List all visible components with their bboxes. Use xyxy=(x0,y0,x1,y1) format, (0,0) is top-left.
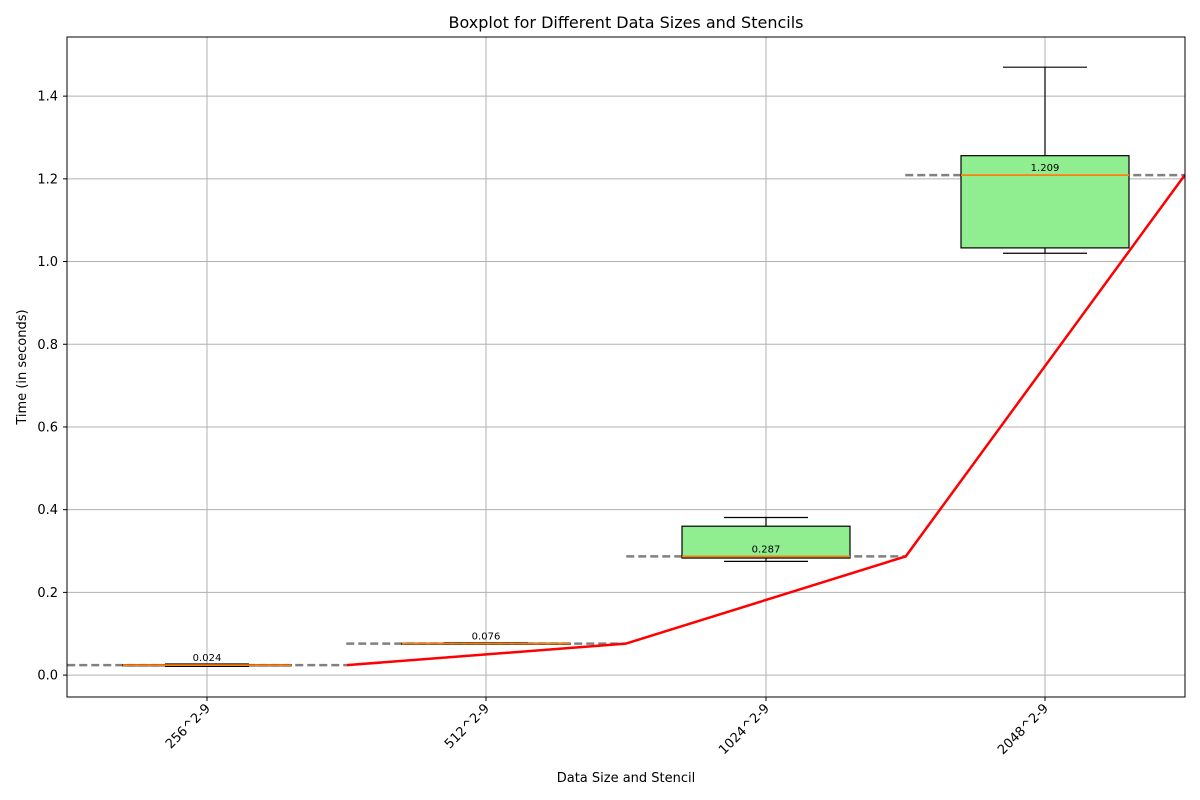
y-tick-label: 1.4 xyxy=(37,90,58,105)
y-tick-label: 0.6 xyxy=(37,420,58,435)
y-tick-label: 0.4 xyxy=(37,503,58,518)
grid-layer xyxy=(67,37,1185,697)
y-tick-label: 1.0 xyxy=(37,255,58,270)
plot-frame xyxy=(66,36,1186,698)
plot-layer: 0.024 0.076 0.287 1.209 xyxy=(67,66,1186,667)
median-label: 1.209 xyxy=(1031,163,1060,174)
median-label: 0.024 xyxy=(193,653,222,664)
y-tick-label: 0.8 xyxy=(37,338,58,353)
x-tick-label: 1024^2-9 xyxy=(716,701,773,758)
median-trend-line xyxy=(346,174,1186,667)
median-label: 0.287 xyxy=(752,544,781,555)
box xyxy=(960,155,1130,249)
y-tick-label: 0.0 xyxy=(37,669,58,684)
x-tick-label: 2048^2-9 xyxy=(995,701,1052,758)
axis-layer: 0.0 0.2 0.4 0.6 0.8 1.0 1.2 1.4 256^2-9 512^2-9 10… xyxy=(37,36,1186,758)
y-tick-label: 0.2 xyxy=(37,586,58,601)
y-tick-label: 1.2 xyxy=(37,172,58,187)
median-label: 0.076 xyxy=(472,632,501,643)
box xyxy=(681,525,851,559)
y-axis-label: Time (in seconds) xyxy=(15,309,30,425)
x-tick-label: 512^2-9 xyxy=(442,701,493,752)
x-axis-label: Data Size and Stencil xyxy=(557,771,696,786)
chart-title: Boxplot for Different Data Sizes and Ste… xyxy=(449,13,804,32)
x-tick-label: 256^2-9 xyxy=(163,701,214,752)
